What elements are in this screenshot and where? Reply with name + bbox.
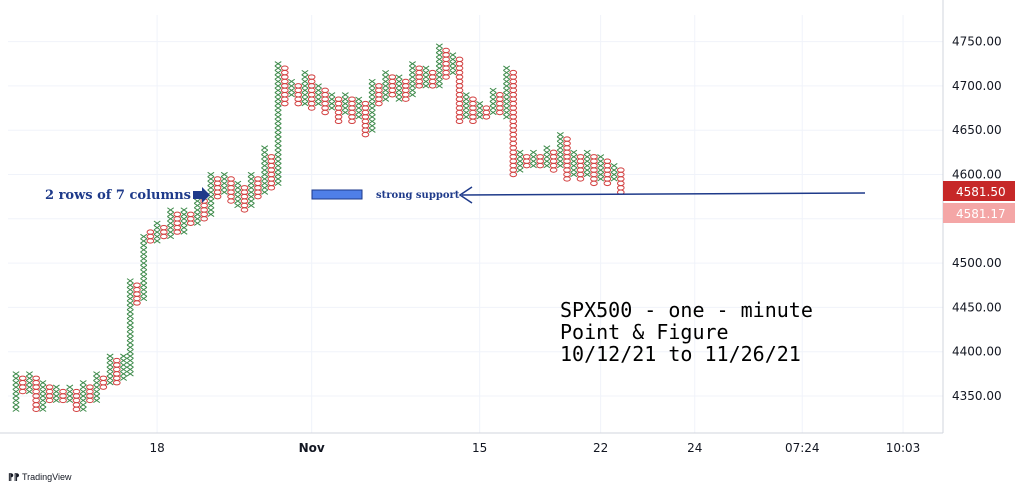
time-tick-label: 10:03 <box>886 441 921 455</box>
chart-caption-line: Point & Figure <box>560 320 729 344</box>
price-badge-label: 4581.50 <box>956 185 1006 199</box>
tradingview-label: TradingView <box>22 472 72 482</box>
time-tick-label: 15 <box>472 441 487 455</box>
support-zone <box>312 190 362 199</box>
chart-caption-line: SPX500 - one - minute <box>560 298 813 322</box>
support-annotation: strong support <box>376 190 460 201</box>
pf-column-o <box>335 97 342 124</box>
plot-area[interactable] <box>8 15 943 433</box>
tradingview-logo: ⁋⁋ TradingView <box>8 472 71 483</box>
price-tick-label: 4450.00 <box>952 300 1002 314</box>
time-tick-label: 07:24 <box>785 441 820 455</box>
pf-column-o <box>322 88 329 115</box>
rows-annotation: 2 rows of 7 columns <box>45 188 191 203</box>
grid <box>8 15 943 433</box>
time-tick-label: 22 <box>593 441 608 455</box>
chart-caption-line: 10/12/21 to 11/26/21 <box>560 342 801 366</box>
time-axis[interactable]: 18 Nov 15 22 24 07:24 10:03 <box>0 433 943 455</box>
pf-column-o <box>349 97 356 124</box>
pf-column-o <box>604 159 611 186</box>
price-tick-label: 4700.00 <box>952 79 1002 93</box>
time-tick-label: 18 <box>149 441 164 455</box>
time-tick-label: Nov <box>299 441 325 455</box>
pf-column-o <box>618 168 625 195</box>
pf-column-o <box>228 177 235 204</box>
price-tick-label: 4500.00 <box>952 256 1002 270</box>
price-badge-label: 4581.17 <box>956 207 1006 221</box>
price-tick-label: 4600.00 <box>952 168 1002 182</box>
pf-column-o <box>114 358 121 385</box>
price-tick-label: 4350.00 <box>952 389 1002 403</box>
price-axis[interactable]: 4350.00 4400.00 4450.00 4500.00 4600.00 4650.… <box>943 0 1015 433</box>
tradingview-icon: ⁋⁋ <box>8 472 22 482</box>
time-tick-label: 24 <box>687 441 702 455</box>
pf-column-o <box>470 97 477 124</box>
price-tick-label: 4650.00 <box>952 123 1002 137</box>
pf-column-o <box>241 186 248 213</box>
price-tick-label: 4400.00 <box>952 345 1002 359</box>
pf-column-o <box>577 155 584 182</box>
price-tick-label: 4750.00 <box>952 35 1002 49</box>
